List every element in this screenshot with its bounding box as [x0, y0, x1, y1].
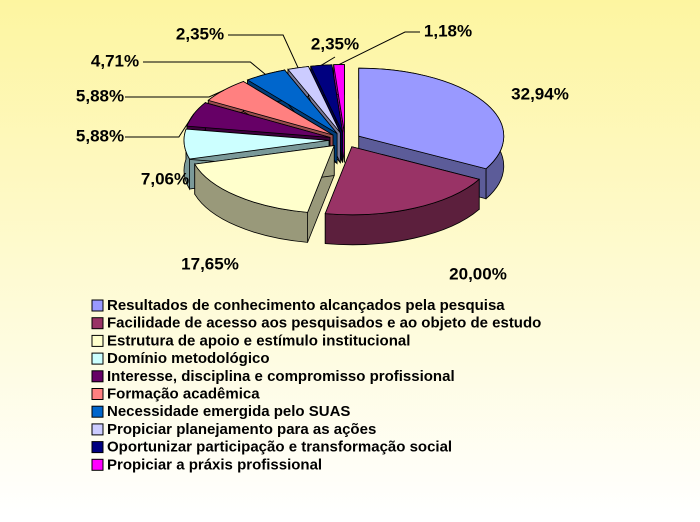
data-label: 1,18%	[424, 21, 472, 40]
legend-swatch	[91, 405, 104, 418]
legend-swatch	[91, 299, 104, 312]
legend-label: Propiciar planejamento para as ações	[107, 421, 376, 438]
legend-swatch	[91, 352, 104, 365]
leader-line	[228, 34, 299, 68]
legend-label: Domínio metodológico	[107, 350, 270, 367]
slice	[194, 145, 335, 213]
slice	[324, 146, 481, 216]
legend-label: Oportunizar participação e transformação…	[107, 439, 452, 456]
data-label: 2,35%	[311, 34, 359, 53]
legend-swatch	[91, 441, 104, 454]
legend-label: Resultados de conhecimento alcançados pe…	[107, 297, 505, 314]
data-label: 32,94%	[511, 84, 569, 103]
slice	[246, 69, 338, 134]
legend-swatch	[91, 334, 104, 347]
data-label: 20,00%	[449, 264, 507, 283]
slice	[358, 67, 505, 170]
slice	[186, 102, 331, 138]
slice	[287, 66, 341, 134]
legend-label: Estrutura de apoio e estímulo institucio…	[107, 332, 410, 349]
data-label: 4,71%	[91, 51, 139, 70]
legend-label: Facilidade de acesso aos pesquisados e a…	[107, 315, 541, 332]
data-label: 5,88%	[76, 86, 124, 105]
slice	[310, 64, 344, 133]
data-label: 2,35%	[176, 24, 224, 43]
pie-tops	[183, 64, 505, 216]
legend-label: Formação acadêmica	[107, 385, 260, 402]
data-label: 5,88%	[76, 126, 124, 145]
leader-line	[125, 89, 225, 98]
data-label: 17,65%	[181, 254, 239, 273]
legend-swatch	[91, 423, 104, 436]
leader-line	[143, 61, 266, 75]
legend-label: Interesse, disciplina e compromisso prof…	[107, 368, 455, 385]
legend-swatch	[91, 388, 104, 400]
legend-swatch	[91, 370, 104, 383]
legend-swatch	[91, 458, 104, 471]
legend-label: Necessidade emergida pelo SUAS	[107, 403, 350, 420]
legend: Resultados de conhecimento alcançados pe…	[91, 297, 541, 473]
legend-label: Propiciar a práxis profissional	[107, 456, 322, 473]
slice	[183, 128, 330, 160]
data-labels: 32,94% 20,00% 17,65% 7,06% 5,88% 5,88% 4,71% 2,…	[76, 21, 569, 283]
slice	[333, 64, 345, 133]
legend-swatch	[91, 317, 104, 330]
leader-line	[321, 56, 336, 66]
leader-line	[338, 31, 420, 65]
leader-line	[125, 113, 195, 138]
data-label: 7,06%	[141, 169, 189, 188]
